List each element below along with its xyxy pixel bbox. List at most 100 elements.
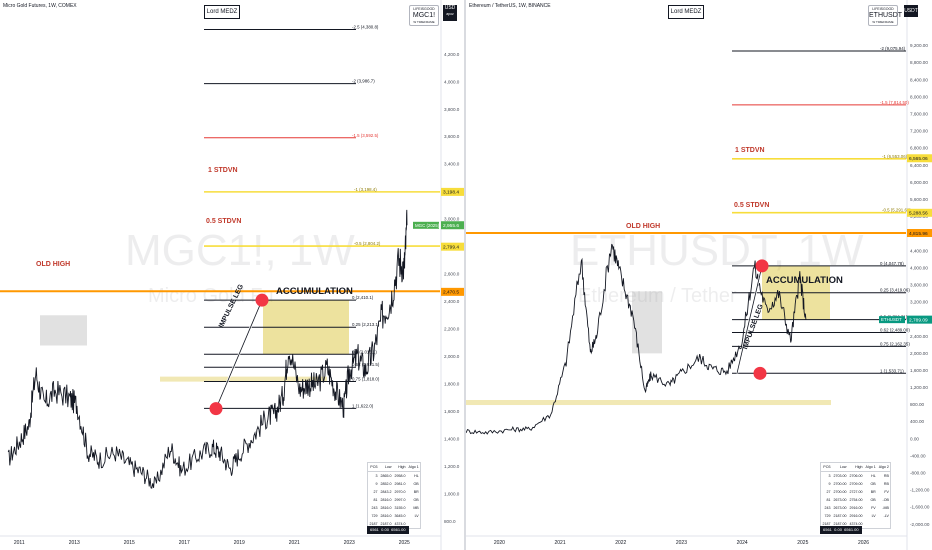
panel-divider[interactable]	[464, 0, 466, 550]
level-label: -2.5 (4,380.8)	[352, 25, 379, 30]
current-symbol-label[interactable]	[413, 221, 439, 229]
stats-cell: FV	[884, 490, 889, 494]
stats-row: 9 2852.0 2981.0 OB	[368, 480, 420, 488]
stats-cell	[864, 520, 877, 528]
stats-footer-cell: 0.00	[381, 527, 389, 532]
y-tick-label: 8,000.00	[910, 94, 928, 99]
price-tag[interactable]	[907, 315, 932, 324]
chart-canvas[interactable]: 9,200.00 8,800.00 8,400.00 8,000.00 7,600.00…	[466, 0, 932, 550]
watermark-symbol: MGC1!, 1W	[125, 226, 355, 275]
badge-line1: LIFEISGOOD	[413, 7, 435, 11]
stats-cell: 2673.00	[833, 498, 847, 502]
stats-cell: 2816.0	[380, 506, 392, 510]
stats-cell: OB	[413, 498, 419, 502]
stats-cell: 2187	[369, 522, 378, 526]
annotation-old-high: OLD HIGH	[626, 223, 661, 230]
stats-header-row: PO3 Low High Algo 1 Algo 2	[821, 463, 891, 472]
price-tag[interactable]	[441, 221, 464, 230]
price-tag[interactable]	[441, 287, 464, 296]
annotation-old-high: OLD HIGH	[36, 261, 71, 268]
y-tick-label: 2,400.0	[444, 299, 460, 304]
stats-cell: 2700.00	[833, 490, 847, 494]
stats-row: 729 2187.00 2916.00 LV -LV	[821, 512, 890, 520]
stats-cell: 2865.0	[380, 474, 392, 478]
stats-footer-cell: 6561.00	[391, 527, 406, 532]
annotation-05-stdvn: 0.5 STDVN	[206, 218, 242, 225]
price-tag-label: 2,955.6	[443, 223, 459, 229]
price-tag[interactable]	[907, 229, 932, 238]
stats-cell: MB	[413, 506, 419, 510]
chart-canvas[interactable]: 4,200.04,000.03,800.03,600.03,400.03,200…	[0, 0, 464, 550]
po3-stats-table: PO3 Low High Algo 1 3 2865.0 2958.0 HL 9 2852…	[367, 462, 422, 529]
stats-header-row: PO3 Low High Algo 1	[368, 463, 421, 472]
stats-cell: 2754.00	[849, 498, 863, 502]
price-series-line[interactable]	[7, 209, 408, 489]
symbol-header[interactable]: Ethereum / TetherUS, 1W, BINANCE	[469, 3, 551, 9]
stats-row: 243 2816.0 3155.0 MB	[368, 504, 420, 512]
price-tag[interactable]	[441, 187, 464, 196]
level-label: -2 (3,986.7)	[352, 79, 375, 84]
stats-cell: 2916.00	[849, 514, 863, 518]
stats-grid: PO3 Low High Algo 1 3 2865.0 2958.0 HL 9 2852…	[368, 463, 421, 528]
stats-cell: 3	[828, 474, 831, 478]
pivot-marker	[755, 259, 769, 273]
y-tick-label: 2,400.00	[910, 334, 928, 339]
symbol-badge: LIFEISGOOD MGC1! W TIMEFRAME	[409, 5, 439, 26]
col-header: High	[848, 463, 864, 472]
x-tick-label: 2025	[797, 540, 808, 546]
level-label: -1 (6,553.06)	[882, 154, 908, 159]
stats-cell	[877, 520, 890, 528]
price-tag[interactable]	[441, 242, 464, 251]
x-tick-label: 2022	[615, 540, 626, 546]
stats-cell: 729	[371, 514, 378, 518]
y-tick-label: 0.00	[910, 436, 919, 441]
x-tick-label: 2020	[494, 540, 505, 546]
currency-button[interactable]: USDT	[904, 5, 918, 17]
support-band	[160, 376, 327, 382]
stats-cell: 2709.00	[849, 482, 863, 486]
stats-cell: HL	[414, 474, 419, 478]
level-label: 0.75 (1,818.0)	[352, 376, 380, 381]
y-tick-label: 4,000.0	[444, 79, 460, 84]
y-tick-label: 3,600.0	[444, 134, 460, 139]
stats-cell: -MB	[882, 506, 889, 510]
y-tick-label: 4,000.00	[910, 265, 928, 270]
price-axis[interactable]	[441, 0, 464, 550]
level-label: 0.5 (2,016.1)	[352, 349, 377, 354]
stats-cell: 2843.2	[380, 490, 392, 494]
stats-cell: OB	[870, 498, 876, 502]
stats-footer-cell: 6561	[823, 527, 832, 532]
stats-cell: 3645.0	[394, 514, 406, 518]
stats-footer-cell: 6561	[370, 527, 379, 532]
stats-row: 2187 2187.0 4374.0	[368, 520, 420, 528]
current-symbol-label[interactable]	[879, 316, 905, 324]
currency-button[interactable]: USD apoz	[443, 5, 457, 21]
stats-row: 3 2865.0 2958.0 HL	[368, 472, 420, 481]
stats-cell: -LV	[883, 514, 889, 518]
price-series-line[interactable]	[466, 243, 807, 435]
price-tag-label: 2,470.5	[443, 290, 459, 296]
pivot-marker	[255, 293, 269, 307]
y-tick-label: 1,000.0	[444, 491, 460, 496]
price-tag[interactable]	[907, 208, 932, 217]
x-tick-label: 2021	[289, 540, 300, 546]
y-tick-label: 2,000.00	[910, 351, 928, 356]
stats-cell: FV	[871, 506, 876, 510]
symbol-header[interactable]: Micro Gold Futures, 1W, COMEX	[3, 3, 77, 9]
annotation-accumulation: ACCUMULATION	[276, 286, 353, 297]
pivot-marker	[209, 402, 223, 416]
watermark-description: Ethereum / Tether	[578, 285, 737, 307]
stats-row: 81 2673.00 2754.00 OB -OB	[821, 496, 890, 504]
level-label: 0 (2,410.1)	[352, 295, 374, 300]
stats-row: 27 2700.00 2727.00 BR FV	[821, 488, 890, 496]
y-tick-label: 9,200.00	[910, 43, 928, 48]
price-tag[interactable]	[907, 154, 932, 163]
y-tick-label: 1,400.0	[444, 436, 460, 441]
price-axis[interactable]	[907, 0, 932, 550]
stats-cell: 2970.0	[394, 490, 406, 494]
level-label: -1 (3,198.4)	[354, 187, 377, 192]
col-header: Low	[832, 463, 848, 472]
y-tick-label: -800.00	[910, 471, 926, 476]
chart-panel-gold[interactable]: MGC1!, 1W Micro Gold Fu 4,200.0 4,000.0 3,…	[0, 0, 464, 550]
chart-panel-eth[interactable]: ETHUSDT, 1W Ethereum / Tether 9,200.00 8,…	[466, 0, 932, 550]
